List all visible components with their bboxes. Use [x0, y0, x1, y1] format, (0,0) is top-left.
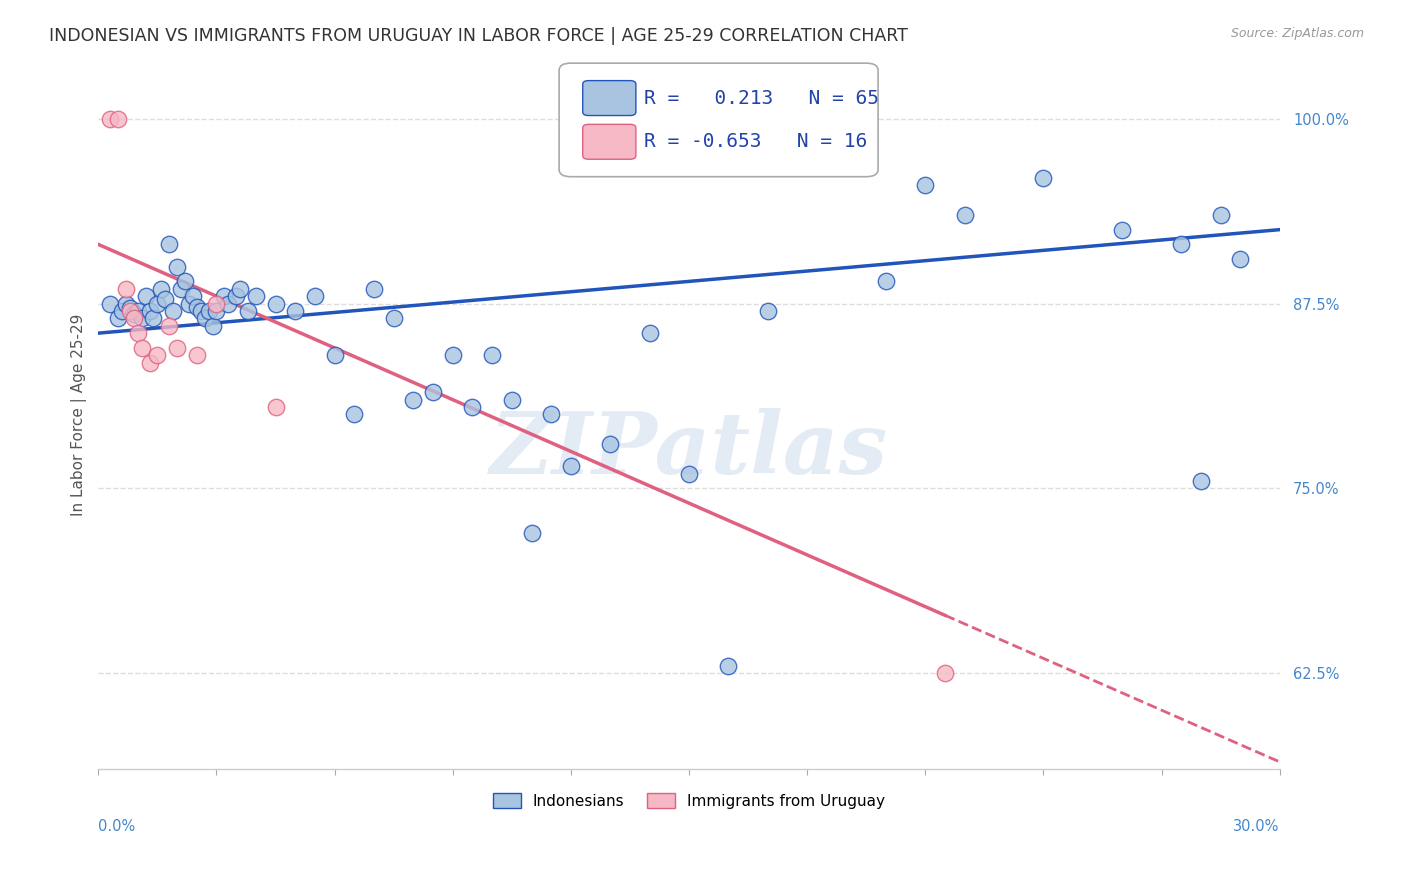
Point	[115, 282, 138, 296]
Point	[205, 296, 228, 310]
Point	[157, 237, 180, 252]
Point	[131, 311, 153, 326]
FancyBboxPatch shape	[582, 124, 636, 160]
Point	[245, 289, 267, 303]
Point	[162, 304, 184, 318]
Y-axis label: In Labor Force | Age 25-29: In Labor Force | Age 25-29	[72, 313, 87, 516]
Point	[186, 348, 208, 362]
Point	[540, 408, 562, 422]
Point	[122, 307, 145, 321]
Point	[678, 467, 700, 481]
Point	[1032, 170, 1054, 185]
Point	[214, 289, 236, 303]
Point	[98, 296, 121, 310]
Point	[1111, 222, 1133, 236]
Point	[138, 304, 160, 318]
Point	[914, 178, 936, 193]
Text: R = -0.653   N = 16: R = -0.653 N = 16	[644, 132, 868, 152]
Point	[122, 311, 145, 326]
Point	[461, 400, 484, 414]
Text: Source: ZipAtlas.com: Source: ZipAtlas.com	[1230, 27, 1364, 40]
Point	[115, 296, 138, 310]
Point	[481, 348, 503, 362]
Legend: Indonesians, Immigrants from Uruguay: Indonesians, Immigrants from Uruguay	[486, 787, 891, 815]
Point	[181, 289, 204, 303]
Point	[382, 311, 405, 326]
Point	[107, 112, 129, 126]
Point	[111, 304, 134, 318]
Point	[264, 400, 287, 414]
Point	[441, 348, 464, 362]
Point	[520, 525, 543, 540]
Point	[127, 326, 149, 340]
Point	[157, 318, 180, 333]
Point	[264, 296, 287, 310]
Point	[225, 289, 247, 303]
Point	[146, 348, 169, 362]
Point	[343, 408, 366, 422]
Point	[131, 341, 153, 355]
Point	[1229, 252, 1251, 267]
Text: 30.0%: 30.0%	[1233, 819, 1279, 834]
Point	[194, 311, 217, 326]
Point	[835, 112, 858, 126]
Point	[174, 274, 197, 288]
Point	[135, 289, 157, 303]
Point	[118, 304, 141, 318]
Point	[363, 282, 385, 296]
Point	[118, 301, 141, 315]
Point	[205, 304, 228, 318]
Point	[1170, 237, 1192, 252]
Point	[323, 348, 346, 362]
FancyBboxPatch shape	[582, 80, 636, 116]
Point	[953, 208, 976, 222]
Point	[138, 356, 160, 370]
Point	[186, 300, 208, 314]
Point	[177, 296, 200, 310]
Point	[146, 296, 169, 310]
Point	[142, 311, 165, 326]
Point	[197, 304, 219, 318]
Point	[501, 392, 523, 407]
Point	[236, 304, 259, 318]
Point	[599, 437, 621, 451]
Point	[717, 658, 740, 673]
Point	[1209, 208, 1232, 222]
Point	[201, 318, 224, 333]
Point	[638, 326, 661, 340]
Point	[190, 304, 212, 318]
Point	[166, 341, 188, 355]
Point	[756, 304, 779, 318]
Point	[107, 311, 129, 326]
Point	[98, 112, 121, 126]
Point	[560, 459, 582, 474]
Point	[217, 296, 239, 310]
Text: R =   0.213   N = 65: R = 0.213 N = 65	[644, 88, 879, 108]
Point	[229, 282, 252, 296]
Text: ZIPatlas: ZIPatlas	[489, 409, 889, 491]
Text: 0.0%: 0.0%	[98, 819, 135, 834]
Point	[402, 392, 425, 407]
Point	[796, 149, 818, 163]
Point	[170, 282, 193, 296]
Point	[1189, 474, 1212, 488]
Point	[150, 282, 173, 296]
FancyBboxPatch shape	[560, 63, 879, 177]
Point	[422, 385, 444, 400]
Point	[934, 666, 956, 681]
Point	[284, 304, 307, 318]
Point	[875, 274, 897, 288]
Point	[166, 260, 188, 274]
Text: INDONESIAN VS IMMIGRANTS FROM URUGUAY IN LABOR FORCE | AGE 25-29 CORRELATION CHA: INDONESIAN VS IMMIGRANTS FROM URUGUAY IN…	[49, 27, 908, 45]
Point	[155, 292, 177, 306]
Point	[304, 289, 326, 303]
Point	[127, 304, 149, 318]
